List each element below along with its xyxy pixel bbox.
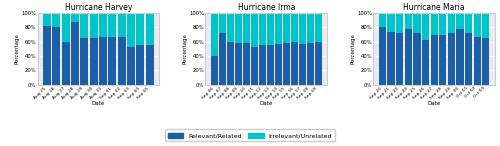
Bar — [211, 56, 218, 85]
Bar — [439, 35, 446, 85]
Bar — [227, 13, 234, 42]
Bar — [482, 38, 490, 85]
Legend: Relevant/Related, Irrelevant/Unrelated: Relevant/Related, Irrelevant/Unrelated — [164, 129, 336, 141]
Bar — [235, 43, 242, 85]
Bar — [456, 29, 464, 85]
Bar — [465, 13, 472, 33]
Bar — [291, 13, 298, 42]
Bar — [219, 33, 226, 85]
Bar — [448, 33, 455, 85]
Bar — [448, 13, 455, 33]
Title: Hurricane Maria: Hurricane Maria — [404, 3, 465, 12]
Bar — [414, 13, 420, 33]
Bar — [439, 13, 446, 35]
Bar — [251, 47, 258, 85]
Bar — [414, 33, 420, 85]
Bar — [259, 13, 266, 45]
Bar — [211, 13, 218, 56]
Bar — [307, 43, 314, 85]
Bar — [235, 13, 242, 43]
Bar — [291, 42, 298, 85]
Bar — [146, 45, 154, 85]
Bar — [52, 27, 60, 85]
X-axis label: Date: Date — [92, 101, 105, 106]
Bar — [127, 13, 135, 47]
X-axis label: Date: Date — [428, 101, 441, 106]
Bar — [118, 37, 126, 85]
Bar — [243, 13, 250, 43]
Bar — [404, 13, 412, 29]
Bar — [482, 13, 490, 38]
Bar — [396, 33, 404, 85]
Bar — [474, 37, 481, 85]
Bar — [219, 13, 226, 33]
Bar — [275, 13, 281, 44]
Bar — [430, 13, 438, 35]
Bar — [315, 13, 322, 42]
Bar — [80, 38, 88, 85]
Bar — [259, 45, 266, 85]
Bar — [299, 44, 306, 85]
Y-axis label: Percentage: Percentage — [350, 33, 356, 64]
Bar — [136, 45, 144, 85]
Title: Hurricane Harvey: Hurricane Harvey — [64, 3, 132, 12]
Bar — [465, 33, 472, 85]
Bar — [251, 13, 258, 47]
Bar — [90, 13, 98, 38]
Y-axis label: Percentage: Percentage — [14, 33, 20, 64]
Bar — [62, 42, 70, 85]
Bar — [307, 13, 314, 43]
Bar — [127, 47, 135, 85]
Bar — [267, 13, 274, 45]
Bar — [108, 37, 116, 85]
Bar — [283, 13, 290, 43]
Bar — [430, 35, 438, 85]
Bar — [227, 42, 234, 85]
Bar — [243, 43, 250, 85]
Bar — [283, 43, 290, 85]
Bar — [379, 27, 386, 85]
Bar — [52, 13, 60, 27]
Bar — [396, 13, 404, 33]
Bar — [146, 13, 154, 45]
Bar — [267, 45, 274, 85]
Bar — [99, 37, 107, 85]
Bar — [62, 13, 70, 42]
X-axis label: Date: Date — [260, 101, 273, 106]
Bar — [43, 26, 51, 85]
Bar — [99, 13, 107, 37]
Bar — [315, 42, 322, 85]
Bar — [422, 40, 429, 85]
Bar — [474, 13, 481, 37]
Bar — [136, 13, 144, 45]
Bar — [299, 13, 306, 44]
Bar — [43, 13, 51, 26]
Bar — [71, 22, 79, 85]
Bar — [379, 13, 386, 27]
Y-axis label: Percentage: Percentage — [182, 33, 188, 64]
Bar — [388, 13, 395, 32]
Bar — [118, 13, 126, 37]
Bar — [80, 13, 88, 38]
Bar — [404, 29, 412, 85]
Bar — [108, 13, 116, 37]
Bar — [456, 13, 464, 29]
Bar — [71, 13, 79, 22]
Bar — [388, 32, 395, 85]
Bar — [422, 13, 429, 40]
Bar — [275, 44, 281, 85]
Bar — [90, 38, 98, 85]
Title: Hurricane Irma: Hurricane Irma — [238, 3, 295, 12]
